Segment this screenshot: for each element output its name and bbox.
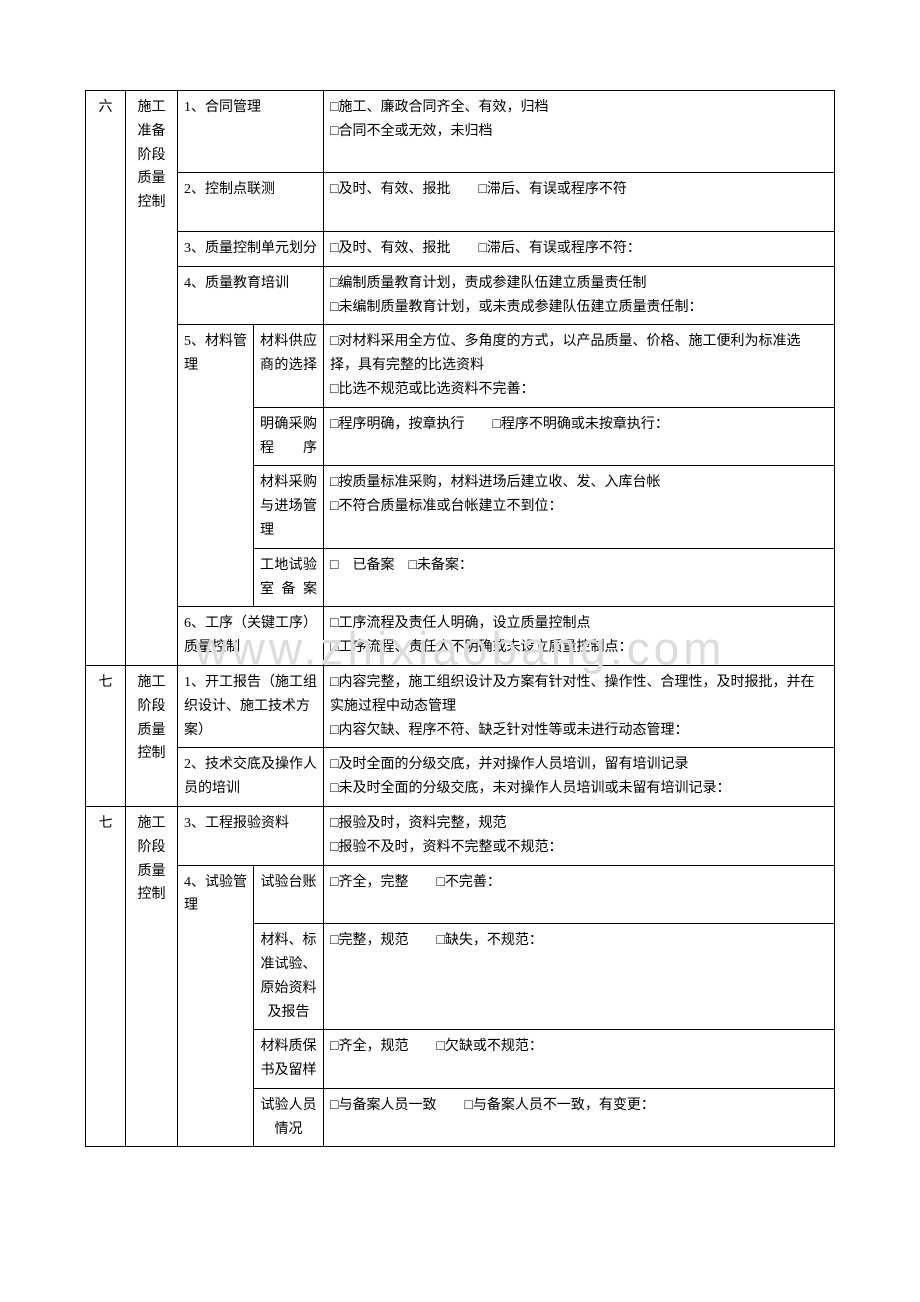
table-row: 5、材料管理 材料供应商的选择 □对材料采用全方位、多角度的方式，以产品质量、价… [86, 325, 835, 407]
item-desc: □齐全，规范 □欠缺或不规范： [324, 1030, 835, 1089]
item-desc: □按质量标准采购，材料进场后建立收、发、入库台帐□不符合质量标准或台帐建立不到位… [324, 466, 835, 548]
item-desc: □完整，规范 □缺失，不规范： [324, 924, 835, 1030]
item-label: 5、材料管理 [178, 325, 254, 607]
group-index: 七 [86, 665, 126, 806]
item-desc: □及时、有效、报批 □滞后、有误或程序不符 [324, 173, 835, 232]
item-label: 1、开工报告（施工组织设计、施工技术方案） [178, 665, 324, 747]
sub-label: 材料、标准试验、原始资料及报告 [254, 924, 324, 1030]
item-label: 3、质量控制单元划分 [178, 231, 324, 266]
group-index: 六 [86, 91, 126, 666]
item-label: 1、合同管理 [178, 91, 324, 173]
group-section: 施工阶段质量控制 [126, 665, 178, 806]
sub-label: 材料采购与进场管理 [254, 466, 324, 548]
item-desc: □编制质量教育计划，责成参建队伍建立质量责任制□未编制质量教育计划，或未责成参建… [324, 266, 835, 325]
item-desc: □与备案人员一致 □与备案人员不一致，有变更： [324, 1088, 835, 1147]
table-row: 6、工序（关键工序）质量控制 □工序流程及责任人明确，设立质量控制点□工序流程、… [86, 607, 835, 666]
table-row: 4、试验管理 试验台账 □齐全，完整 □不完善： [86, 865, 835, 924]
sub-label: 材料供应商的选择 [254, 325, 324, 407]
sub-label: 工地试验室备案 [254, 548, 324, 607]
item-label: 2、控制点联测 [178, 173, 324, 232]
group-section: 施工阶段质量控制 [126, 806, 178, 1147]
item-label: 4、试验管理 [178, 865, 254, 1147]
item-desc: □对材料采用全方位、多角度的方式，以产品质量、价格、施工便利为标准选择，具有完整… [324, 325, 835, 407]
sub-label: 试验台账 [254, 865, 324, 924]
item-desc: □内容完整，施工组织设计及方案有针对性、操作性、合理性，及时报批，并在实施过程中… [324, 665, 835, 747]
sub-label: 明确采购程序 [254, 407, 324, 466]
item-desc: □齐全，完整 □不完善： [324, 865, 835, 924]
item-label: 4、质量教育培训 [178, 266, 324, 325]
item-desc: □施工、廉政合同齐全、有效，归档□合同不全或无效，未归档 [324, 91, 835, 173]
item-label: 6、工序（关键工序）质量控制 [178, 607, 324, 666]
sub-label: 材料质保书及留样 [254, 1030, 324, 1089]
item-desc: □及时全面的分级交底，并对操作人员培训，留有培训记录□未及时全面的分级交底，未对… [324, 748, 835, 807]
item-desc: □及时、有效、报批 □滞后、有误或程序不符： [324, 231, 835, 266]
item-desc: □ 已备案 □未备案： [324, 548, 835, 607]
table-row: 七 施工阶段质量控制 1、开工报告（施工组织设计、施工技术方案） □内容完整，施… [86, 665, 835, 747]
table-row: 七 施工阶段质量控制 3、工程报验资料 □报验及时，资料完整，规范□报验不及时，… [86, 806, 835, 865]
item-desc: □报验及时，资料完整，规范□报验不及时，资料不完整或不规范： [324, 806, 835, 865]
group-section: 施工准备阶段质量控制 [126, 91, 178, 666]
table-row: 2、技术交底及操作人员的培训 □及时全面的分级交底，并对操作人员培训，留有培训记… [86, 748, 835, 807]
item-label: 3、工程报验资料 [178, 806, 324, 865]
group-index: 七 [86, 806, 126, 1147]
table-row: 4、质量教育培训 □编制质量教育计划，责成参建队伍建立质量责任制□未编制质量教育… [86, 266, 835, 325]
page: www.zhixiaobang.com 六 施工准备阶段质量控制 1、合同管理 … [0, 0, 920, 1302]
item-desc: □程序明确，按章执行 □程序不明确或未按章执行： [324, 407, 835, 466]
quality-control-table: 六 施工准备阶段质量控制 1、合同管理 □施工、廉政合同齐全、有效，归档□合同不… [85, 90, 835, 1147]
table-row: 2、控制点联测 □及时、有效、报批 □滞后、有误或程序不符 [86, 173, 835, 232]
sub-label: 试验人员情况 [254, 1088, 324, 1147]
item-label: 2、技术交底及操作人员的培训 [178, 748, 324, 807]
item-desc: □工序流程及责任人明确，设立质量控制点□工序流程、责任人不明确或未设立质量控制点… [324, 607, 835, 666]
table-row: 3、质量控制单元划分 □及时、有效、报批 □滞后、有误或程序不符： [86, 231, 835, 266]
table-row: 六 施工准备阶段质量控制 1、合同管理 □施工、廉政合同齐全、有效，归档□合同不… [86, 91, 835, 173]
